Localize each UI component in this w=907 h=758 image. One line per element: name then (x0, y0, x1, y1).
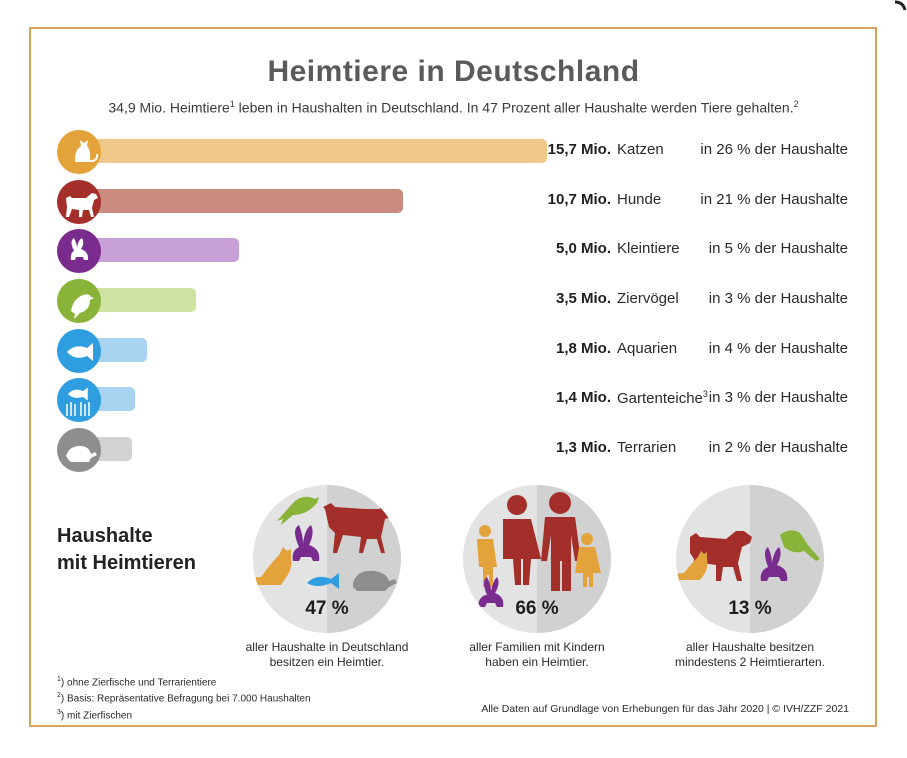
boy-icon (477, 525, 497, 587)
category-label: Gartenteiche3 (617, 389, 708, 407)
bar-row-kleintiere: 5,0 Mio. Kleintiere in 5 % der Haushalte (0, 229, 907, 273)
category-label: Kleintiere (617, 240, 680, 257)
bar-chart: 15,7 Mio. Katzen in 26 % der Haushalte 10,7… (0, 130, 907, 472)
households-percent-families: 66 % (515, 598, 559, 619)
household-share-label: in 3 % der Haushalte (708, 290, 848, 307)
turtle-icon (353, 570, 397, 591)
value-label: 3,5 Mio. (555, 290, 611, 307)
bar-row-ziervögel: 3,5 Mio. Ziervögel in 3 % der Haushalte (0, 279, 907, 323)
value-label: 10,7 Mio. (547, 191, 611, 208)
footnote-2: 2) Basis: Repräsentative Befragung bei 7… (57, 692, 311, 705)
pond-fish-icon (57, 378, 101, 422)
households-caption-pets: aller Haushalte in Deutschland besitzen e… (245, 640, 409, 669)
value-label: 1,4 Mio. (555, 389, 611, 406)
bar (95, 338, 147, 362)
rabbit-icon (292, 525, 320, 561)
value-label: 1,3 Mio. (555, 439, 611, 456)
household-share-label: in 26 % der Haushalte (700, 141, 848, 158)
category-label: Hunde (617, 191, 662, 208)
turtle-icon (57, 428, 101, 472)
household-share-label: in 21 % der Haushalte (700, 191, 848, 208)
bar (95, 288, 196, 312)
bar (95, 387, 136, 411)
corner-mark-icon (894, 0, 907, 11)
footnote-1: 1) ohne Zierfische und Terrarientiere (57, 676, 217, 689)
households-caption-multi: aller Haushalte besitzen mindestens 2 Hei… (674, 640, 826, 669)
bar (95, 437, 133, 461)
bar-row-terrarien: 1,3 Mio. Terrarien in 2 % der Haushalte (0, 428, 907, 472)
bird-icon (57, 279, 101, 323)
cat-icon (57, 130, 101, 174)
households-title: Haushalte mit Heimtieren (57, 525, 196, 574)
bar (95, 238, 239, 262)
chart-title: Heimtiere in Deutschland (267, 55, 640, 88)
cat-icon (676, 551, 708, 581)
source-note: Alle Daten auf Grundlage von Erhebungen … (481, 703, 849, 715)
chart-subtitle: 34,9 Mio. Heimtiere1 leben in Haushalten… (108, 99, 799, 116)
value-label: 5,0 Mio. (555, 240, 611, 257)
value-label: 1,8 Mio. (555, 340, 611, 357)
bar (95, 189, 404, 213)
households-circle-pets: 47 % (253, 485, 401, 633)
value-label: 15,7 Mio. (547, 141, 611, 158)
bar-row-aquarien: 1,8 Mio. Aquarien in 4 % der Haushalte (0, 329, 907, 373)
rabbit-icon (478, 577, 504, 607)
households-caption-families: aller Familien mit Kindern haben ein Heim… (469, 640, 605, 669)
father-icon (541, 492, 581, 591)
households-circle-families: 66 % (463, 485, 611, 633)
household-share-label: in 5 % der Haushalte (708, 240, 848, 257)
girl-icon (575, 533, 601, 587)
category-label: Katzen (617, 141, 664, 158)
fish-icon (57, 329, 101, 373)
mother-icon (503, 495, 541, 585)
households-percent-pets: 47 % (305, 598, 349, 619)
rabbit-icon (760, 547, 788, 581)
fish-icon (307, 573, 339, 589)
bar-row-gartenteiche: 1,4 Mio. Gartenteiche3 in 3 % der Haushalt… (0, 378, 907, 422)
category-label: Aquarien (617, 340, 678, 357)
category-label: Ziervögel (617, 290, 679, 307)
cat-icon (253, 547, 292, 586)
bar-row-katzen: 15,7 Mio. Katzen in 26 % der Haushalte (0, 130, 907, 174)
household-share-label: in 3 % der Haushalte (708, 389, 848, 406)
dog-icon (690, 531, 752, 581)
bird-icon (780, 530, 820, 561)
household-share-label: in 4 % der Haushalte (708, 340, 848, 357)
category-label: Terrarien (617, 439, 677, 456)
bar (95, 139, 547, 163)
households-circle-multi: 13 % (676, 485, 824, 633)
household-share-label: in 2 % der Haushalte (708, 439, 848, 456)
dog-icon (57, 180, 101, 224)
households-percent-multi: 13 % (728, 598, 772, 619)
dog-icon (323, 503, 393, 553)
footnote-3: 3) mit Zierfischen (57, 708, 133, 721)
footnotes: 1) ohne Zierfische und Terrarientiere 2)… (57, 673, 311, 722)
bar-row-hunde: 10,7 Mio. Hunde in 21 % der Haushalte (0, 180, 907, 224)
rabbit-icon (57, 229, 101, 273)
bird-icon (277, 496, 319, 525)
